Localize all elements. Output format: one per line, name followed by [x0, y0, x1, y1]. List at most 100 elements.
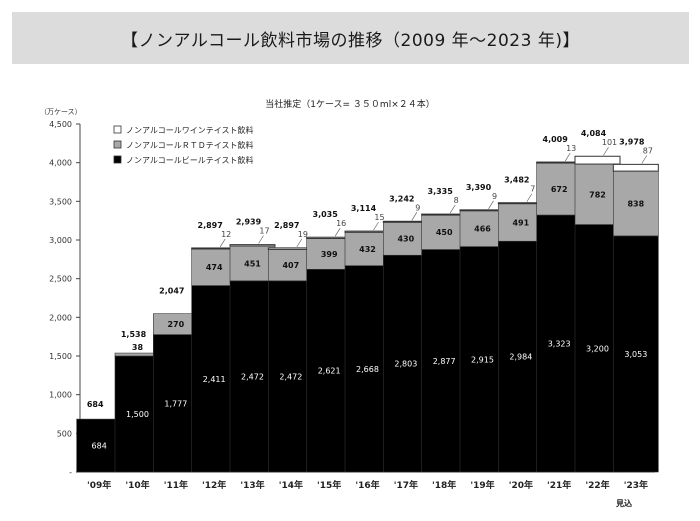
- bar-total-label: 3,335: [428, 187, 454, 196]
- bar-segment: [76, 418, 122, 473]
- chart-subtitle: 当社推定（1ケース= ３５０ml×２４本）: [265, 100, 435, 110]
- y-tick-label: 4,000: [49, 159, 72, 168]
- bar-value-label: 684: [92, 442, 107, 451]
- legend-swatch: [113, 125, 122, 134]
- bar-value-label: 672: [551, 185, 568, 194]
- bar-segment: [191, 248, 237, 286]
- bar-total-label: 3,390: [466, 183, 492, 192]
- x-tick-label: '22年: [585, 479, 609, 491]
- bar-value-label: 3,053: [624, 350, 647, 359]
- bar-value-label: 38: [132, 343, 144, 352]
- bar-segment: [613, 170, 659, 237]
- y-tick-label: 3,000: [49, 236, 72, 245]
- callout-line: [449, 204, 456, 214]
- bar-segment: [383, 254, 429, 473]
- x-tick-label: '15年: [317, 479, 341, 491]
- y-tick-label: 2,000: [49, 313, 72, 322]
- legend-swatch: [113, 140, 122, 149]
- y-tick-label: 1,500: [49, 352, 72, 361]
- y-tick-label: 500: [57, 429, 72, 438]
- bar-value-label: 19: [298, 230, 308, 239]
- callout-line: [219, 238, 226, 248]
- callout-line: [564, 152, 571, 162]
- y-axis-unit-label: （万ケース）: [40, 108, 82, 116]
- bar-total-label: 2,897: [198, 221, 223, 230]
- x-tick-label: '23年: [624, 479, 648, 491]
- callout-line: [603, 147, 609, 156]
- bar-value-label: 270: [167, 320, 184, 329]
- legend-swatch: [113, 155, 122, 164]
- x-tick-label: '19年: [470, 479, 494, 491]
- x-tick-label: '17年: [394, 479, 418, 491]
- bar-value-label: 12: [221, 230, 231, 239]
- y-tick-label: 1,000: [49, 391, 72, 400]
- x-tick-label: '13年: [240, 479, 264, 491]
- bar-segment: [114, 355, 161, 473]
- bar-value-label: 9: [415, 203, 420, 212]
- x-tick-label: '20年: [509, 479, 533, 491]
- bar-segment: [574, 163, 621, 225]
- bar-value-label: 450: [436, 228, 453, 237]
- bar-value-label: 491: [512, 218, 529, 227]
- bar-value-label: 8: [454, 196, 459, 205]
- bar-value-label: 782: [589, 190, 606, 199]
- estimate-note: 見込: [616, 499, 632, 508]
- bar-value-label: 407: [282, 261, 299, 270]
- bar-segment: [421, 249, 467, 473]
- bar-value-label: 399: [321, 250, 338, 259]
- callout-line: [641, 155, 648, 164]
- bar-total-label: 3,482: [504, 176, 529, 185]
- bar-segment: [574, 155, 621, 165]
- bar-value-label: 451: [244, 259, 261, 268]
- bar-value-label: 1,777: [164, 399, 187, 408]
- bar-value-label: 2,984: [509, 353, 532, 362]
- bar-segment: [498, 202, 544, 242]
- bar-value-label: 1,500: [126, 410, 149, 419]
- bar-value-label: 2,877: [433, 357, 456, 366]
- callout-line: [488, 200, 494, 209]
- x-tick-label: '16年: [355, 479, 379, 491]
- y-tick-label: -: [69, 468, 72, 477]
- bar-segment: [229, 245, 276, 282]
- bar-total-label: 4,084: [581, 129, 607, 138]
- bar-segment: [229, 280, 276, 473]
- bar-total-label: 684: [87, 400, 104, 409]
- bar-value-label: 3,200: [586, 344, 609, 353]
- bar-segment: [459, 210, 506, 247]
- bar-segment: [344, 265, 391, 473]
- bar-segment: [268, 280, 314, 473]
- legend-label: ノンアルコールＲＴＤテイスト飲料: [126, 140, 254, 150]
- callout-line: [411, 212, 418, 221]
- bar-value-label: 474: [206, 263, 223, 272]
- bar-segment: [536, 214, 582, 473]
- bar-total-label: 2,897: [274, 221, 299, 230]
- callout-line: [296, 238, 303, 248]
- bar-total-label: 3,242: [389, 194, 414, 203]
- x-tick-label: '10年: [125, 479, 149, 491]
- y-tick-label: 3,500: [49, 197, 72, 206]
- bar-value-label: 15: [374, 213, 384, 222]
- chart-title: 【ノンアルコール飲料市場の推移（2009 年～2023 年)】: [121, 30, 580, 51]
- bar-value-label: 2,411: [203, 375, 226, 384]
- bar-value-label: 2,472: [279, 372, 302, 381]
- bar-value-label: 2,472: [241, 372, 264, 381]
- bar-segment: [612, 163, 659, 172]
- bar-total-label: 3,035: [313, 210, 339, 219]
- y-tick-label: 4,500: [49, 120, 72, 129]
- legend-label: ノンアルコールビールテイスト飲料: [126, 155, 254, 165]
- bar-segment: [229, 244, 276, 247]
- bar-value-label: 2,668: [356, 365, 379, 374]
- callout-line: [258, 235, 264, 244]
- bar-segment: [421, 214, 467, 250]
- callout-line: [334, 228, 341, 237]
- x-tick-label: '21年: [547, 479, 571, 491]
- bar-value-label: 101: [602, 138, 617, 147]
- x-tick-label: '18年: [432, 479, 456, 491]
- bar-total-label: 3,114: [351, 204, 377, 213]
- bar-value-label: 17: [259, 227, 269, 236]
- callout-line: [526, 193, 533, 202]
- bar-segment: [613, 235, 659, 473]
- bar-value-label: 2,621: [318, 367, 341, 376]
- y-tick-label: 2,500: [49, 275, 72, 284]
